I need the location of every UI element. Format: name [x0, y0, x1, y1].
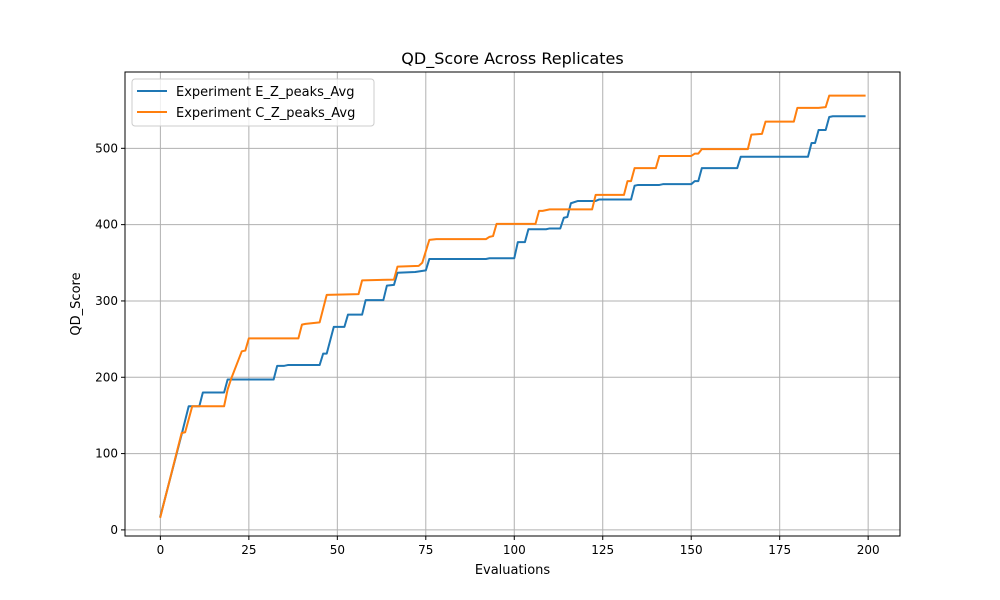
- x-tick-label: 25: [241, 543, 256, 557]
- legend-label-1: Experiment E_Z_peaks_Avg: [176, 85, 354, 100]
- y-tick-label: 200: [95, 370, 118, 384]
- series-line-1: [159, 115, 866, 518]
- x-tick-label: 125: [591, 543, 614, 557]
- y-tick-label: 400: [95, 218, 118, 232]
- chart-title: QD_Score Across Replicates: [401, 49, 623, 69]
- series-layer: [159, 94, 866, 519]
- x-tick-label: 100: [503, 543, 526, 557]
- plot-frame: [124, 71, 901, 537]
- y-axis-label: QD_Score: [69, 272, 84, 335]
- legend-label-2: Experiment C_Z_peaks_Avg: [176, 106, 355, 121]
- y-tick-label: 100: [95, 447, 118, 461]
- y-tick-label: 300: [95, 294, 118, 308]
- x-axis-label: Evaluations: [475, 563, 551, 578]
- x-tick-label: 0: [157, 543, 165, 557]
- tick-layer: 0 25 50 75 100 125 150 175 200 0 100 200 300 400 500: [95, 141, 880, 557]
- grid-layer: [125, 72, 900, 536]
- y-tick-label: 0: [110, 523, 118, 537]
- x-tick-label: 150: [680, 543, 703, 557]
- x-tick-label: 200: [857, 543, 880, 557]
- x-tick-label: 50: [330, 543, 345, 557]
- x-tick-label: 75: [418, 543, 433, 557]
- y-tick-label: 500: [95, 141, 118, 155]
- legend: Experiment E_Z_peaks_Avg Experiment C_Z_p…: [131, 78, 375, 127]
- x-tick-label: 175: [768, 543, 791, 557]
- legend-box: [131, 78, 375, 127]
- series-line-2: [159, 94, 866, 519]
